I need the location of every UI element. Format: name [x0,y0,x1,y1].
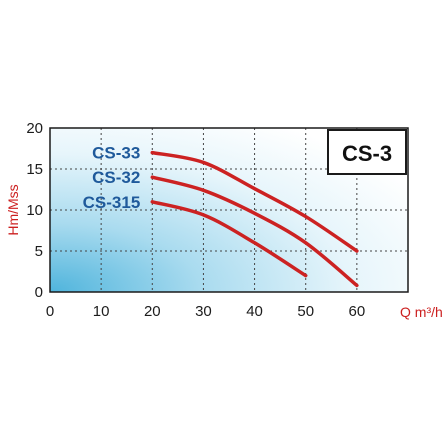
chart-title: CS-3 [342,141,392,166]
y-axis-ticks: 0 5 10 15 20 [26,120,43,301]
series-label-cs-315: CS-315 [83,193,141,212]
x-axis-ticks: 0 10 20 30 40 50 60 [46,303,365,320]
x-tick-label: 10 [93,303,110,320]
x-tick-label: 30 [195,303,212,320]
curve-cs-33 [150,150,359,253]
x-tick-label: 60 [349,303,366,320]
x-axis-label: Q m³/h [400,304,443,320]
curve-cs-32 [150,175,359,288]
y-tick-label: 5 [35,243,43,260]
x-tick-label: 0 [46,303,54,320]
y-tick-label: 0 [35,284,43,301]
performance-curves [150,150,359,288]
y-tick-label: 15 [26,161,43,178]
x-tick-label: 50 [297,303,314,320]
y-axis-label: Hm/Mss [5,184,21,235]
x-tick-label: 40 [246,303,263,320]
series-label-cs-32: CS-32 [92,168,140,187]
y-tick-label: 10 [26,202,43,219]
x-tick-label: 20 [144,303,161,320]
title-box [327,129,407,175]
series-labels: CS-33 CS-32 CS-315 [83,144,141,212]
series-label-cs-33: CS-33 [92,144,140,163]
plot-area-frame [49,127,409,293]
y-tick-label: 20 [26,120,43,137]
grid-lines [50,128,408,292]
curve-cs-315 [150,200,308,278]
